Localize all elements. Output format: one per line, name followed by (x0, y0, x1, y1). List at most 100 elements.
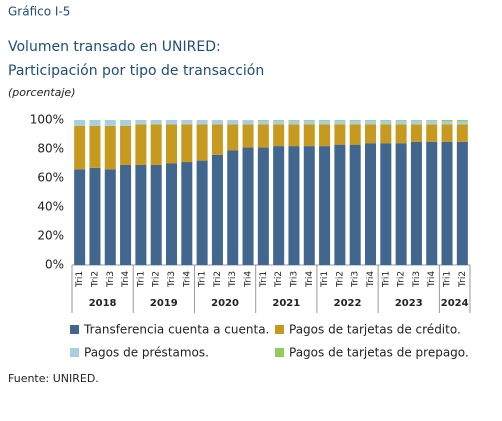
bar-segment (288, 120, 300, 121)
year-label: 2023 (395, 298, 423, 309)
legend-label: Pagos de tarjetas de prepago. (289, 346, 469, 360)
y-tick-label: 100% (30, 113, 64, 127)
bar-segment (334, 120, 346, 125)
bar-segment (74, 125, 86, 170)
year-label: 2020 (211, 298, 239, 309)
bar-segment (410, 141, 422, 265)
bar-segment (120, 120, 132, 126)
legend-label: Pagos de tarjetas de crédito. (289, 323, 461, 337)
legend-swatch (70, 325, 79, 334)
x-tick-label: Tri1 (75, 271, 85, 288)
bar-segment (364, 124, 377, 144)
bar-segment (349, 124, 361, 145)
bar-segment (380, 120, 392, 121)
bar-segment (334, 124, 346, 145)
bar-segment (441, 120, 453, 122)
x-tick-label: Tri4 (305, 271, 315, 288)
x-tick-label: Tri4 (366, 271, 376, 288)
bar-segment (257, 120, 269, 125)
x-tick-label: Tri1 (320, 271, 330, 288)
bar-segment (303, 120, 315, 125)
bar-segment (227, 124, 239, 151)
bar-segment (456, 120, 468, 122)
x-tick-label: Tri2 (335, 271, 345, 288)
bar-segment (441, 124, 453, 142)
bar-segment (395, 124, 407, 144)
bar-segment (441, 121, 453, 125)
bar-segment (135, 120, 147, 125)
bar-segment (334, 120, 346, 121)
bar-segment (74, 169, 86, 265)
bar-segment (349, 144, 361, 265)
bar-segment (303, 120, 315, 121)
bar-segment (150, 164, 162, 265)
year-label: 2019 (150, 298, 178, 309)
bar-segment (150, 120, 162, 125)
bar-segment (211, 120, 223, 125)
bar-segment (288, 124, 300, 147)
y-tick-label: 40% (37, 200, 64, 214)
bar-segment (441, 141, 453, 265)
x-tick-label: Tri4 (427, 271, 437, 288)
year-label: 2021 (272, 298, 300, 309)
bar-segment (319, 120, 331, 121)
bar-segment (288, 146, 300, 265)
chart-subtitle: (porcentaje) (8, 86, 75, 99)
x-tick-label: Tri2 (213, 271, 223, 288)
y-tick-label: 0% (45, 258, 64, 272)
bar-segment (334, 144, 346, 265)
bar-segment (120, 164, 132, 265)
x-tick-label: Tri2 (397, 271, 407, 288)
source: Fuente: UNIRED. (8, 372, 99, 385)
bar-segment (410, 124, 422, 142)
bar-segment (426, 120, 438, 121)
bar-segment (211, 154, 223, 265)
bar-segment (426, 124, 438, 142)
bar-segment (426, 120, 438, 125)
bar-segment (196, 124, 208, 161)
legend-label: Pagos de préstamos. (84, 346, 209, 360)
x-tick-label: Tri4 (244, 271, 254, 288)
x-tick-label: Tri3 (106, 271, 116, 288)
bar-segment (319, 146, 331, 265)
bar-segment (303, 146, 315, 265)
bar-segment (395, 120, 407, 121)
x-tick-label: Tri2 (152, 271, 162, 288)
year-label: 2018 (89, 298, 117, 309)
bar-segment (349, 120, 361, 125)
bar-segment (426, 141, 438, 265)
x-tick-label: Tri1 (136, 271, 146, 288)
bar-segment (380, 143, 392, 265)
bar-segment (165, 163, 178, 265)
bar-segment (257, 147, 269, 265)
bar-segment (380, 124, 392, 144)
bar-segment (89, 167, 101, 265)
x-tick-label: Tri1 (443, 271, 453, 288)
bar-segment (211, 124, 223, 155)
bar-segment (380, 120, 392, 125)
chart-title: Volumen transado en UNIRED: (8, 39, 221, 55)
bar-segment (181, 120, 193, 125)
x-tick-label: Tri2 (90, 271, 100, 288)
bar-segment (150, 124, 162, 165)
bar-segment (364, 143, 377, 265)
x-tick-label: Tri3 (228, 271, 238, 288)
x-tick-label: Tri4 (182, 271, 192, 288)
bar-segment (288, 120, 300, 125)
bar-segment (135, 164, 147, 265)
bar-segment (227, 120, 239, 125)
bar-segment (89, 120, 101, 126)
bar-segment (273, 120, 285, 121)
x-tick-label: Tri2 (458, 271, 468, 288)
x-tick-label: Tri1 (381, 271, 391, 288)
x-tick-label: Tri3 (412, 271, 422, 288)
bar-segment (181, 162, 193, 265)
legend-swatch (275, 325, 284, 334)
bar-segment (74, 120, 86, 126)
bar-segment (319, 120, 331, 125)
bar-segment (89, 125, 101, 168)
bar-segment (196, 120, 208, 125)
x-tick-label: Tri4 (121, 271, 131, 288)
bar-segment (410, 120, 422, 125)
